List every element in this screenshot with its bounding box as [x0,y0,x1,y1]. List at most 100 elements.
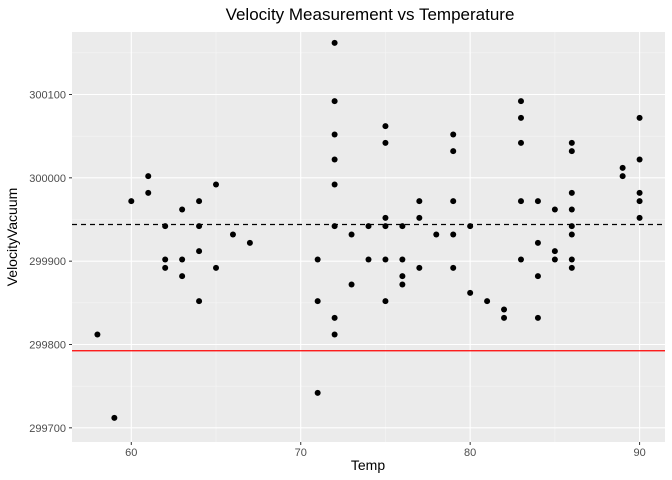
y-tick-label: 299700 [29,423,66,435]
data-point [382,223,389,230]
data-point [314,256,321,263]
data-point [348,281,355,288]
data-point [382,123,389,130]
x-tick-label: 60 [125,447,137,459]
data-point [229,231,236,238]
data-point [450,148,457,155]
data-point [196,198,203,205]
data-point [399,281,406,288]
data-point [467,223,474,230]
data-point [551,256,558,263]
data-point [534,239,541,246]
data-point [467,289,474,296]
data-points [94,39,643,421]
data-point [433,231,440,238]
data-point [314,298,321,305]
x-axis-ticks: 60 70 80 90 [125,442,646,459]
data-point [568,264,575,271]
data-point [636,189,643,196]
data-point [517,98,524,105]
data-point [213,264,220,271]
data-point [450,231,457,238]
data-point [501,314,508,321]
data-point [145,173,152,180]
data-point [94,331,101,338]
data-point [399,273,406,280]
data-point [162,223,169,230]
data-point [331,98,338,105]
data-point [331,331,338,338]
data-point [162,264,169,271]
data-point [399,223,406,230]
data-point [416,214,423,221]
data-point [246,239,253,246]
data-point [179,206,186,213]
data-point [382,298,389,305]
data-point [416,264,423,271]
data-point [568,148,575,155]
y-tick-label: 300000 [29,173,66,185]
data-point [399,256,406,263]
data-point [145,189,152,196]
data-point [636,114,643,121]
data-point [450,131,457,138]
data-point [450,264,457,271]
data-point [382,139,389,146]
data-point [568,139,575,146]
data-point [162,256,169,263]
plot-panel [72,32,665,442]
data-point [534,198,541,205]
data-point [534,314,541,321]
data-point [551,206,558,213]
data-point [365,256,372,263]
y-tick-label: 299800 [29,340,66,352]
x-axis-title: Temp [351,457,385,473]
data-point [179,256,186,263]
data-point [450,198,457,205]
data-point [111,414,118,421]
chart-title: Velocity Measurement vs Temperature [226,5,515,24]
data-point [636,198,643,205]
data-point [568,189,575,196]
data-point [128,198,135,205]
data-point [484,298,491,305]
data-point [551,248,558,255]
data-point [382,214,389,221]
data-point [501,306,508,313]
data-point [517,114,524,121]
data-point [331,181,338,188]
data-point [196,298,203,305]
data-point [314,389,321,396]
x-tick-label: 90 [633,447,645,459]
x-tick-label: 70 [295,447,307,459]
y-axis-title: VelocityVacuum [4,188,20,287]
major-gridlines [72,32,665,442]
data-point [568,256,575,263]
data-point [534,273,541,280]
data-point [619,164,626,171]
data-point [331,39,338,46]
data-point [568,206,575,213]
data-point [517,256,524,263]
data-point [636,214,643,221]
minor-gridlines [72,32,665,442]
data-point [636,156,643,163]
data-point [331,314,338,321]
data-point [517,198,524,205]
data-point [331,131,338,138]
data-point [568,223,575,230]
reference-lines [72,223,665,352]
data-point [365,223,372,230]
y-tick-label: 299900 [29,256,66,268]
data-point [348,231,355,238]
y-axis-ticks: 299700 299800 299900 300000 300100 [29,90,72,435]
data-point [179,273,186,280]
data-point [619,173,626,180]
data-point [568,231,575,238]
y-tick-label: 300100 [29,90,66,102]
data-point [331,156,338,163]
data-point [196,223,203,230]
data-point [416,198,423,205]
data-point [331,223,338,230]
